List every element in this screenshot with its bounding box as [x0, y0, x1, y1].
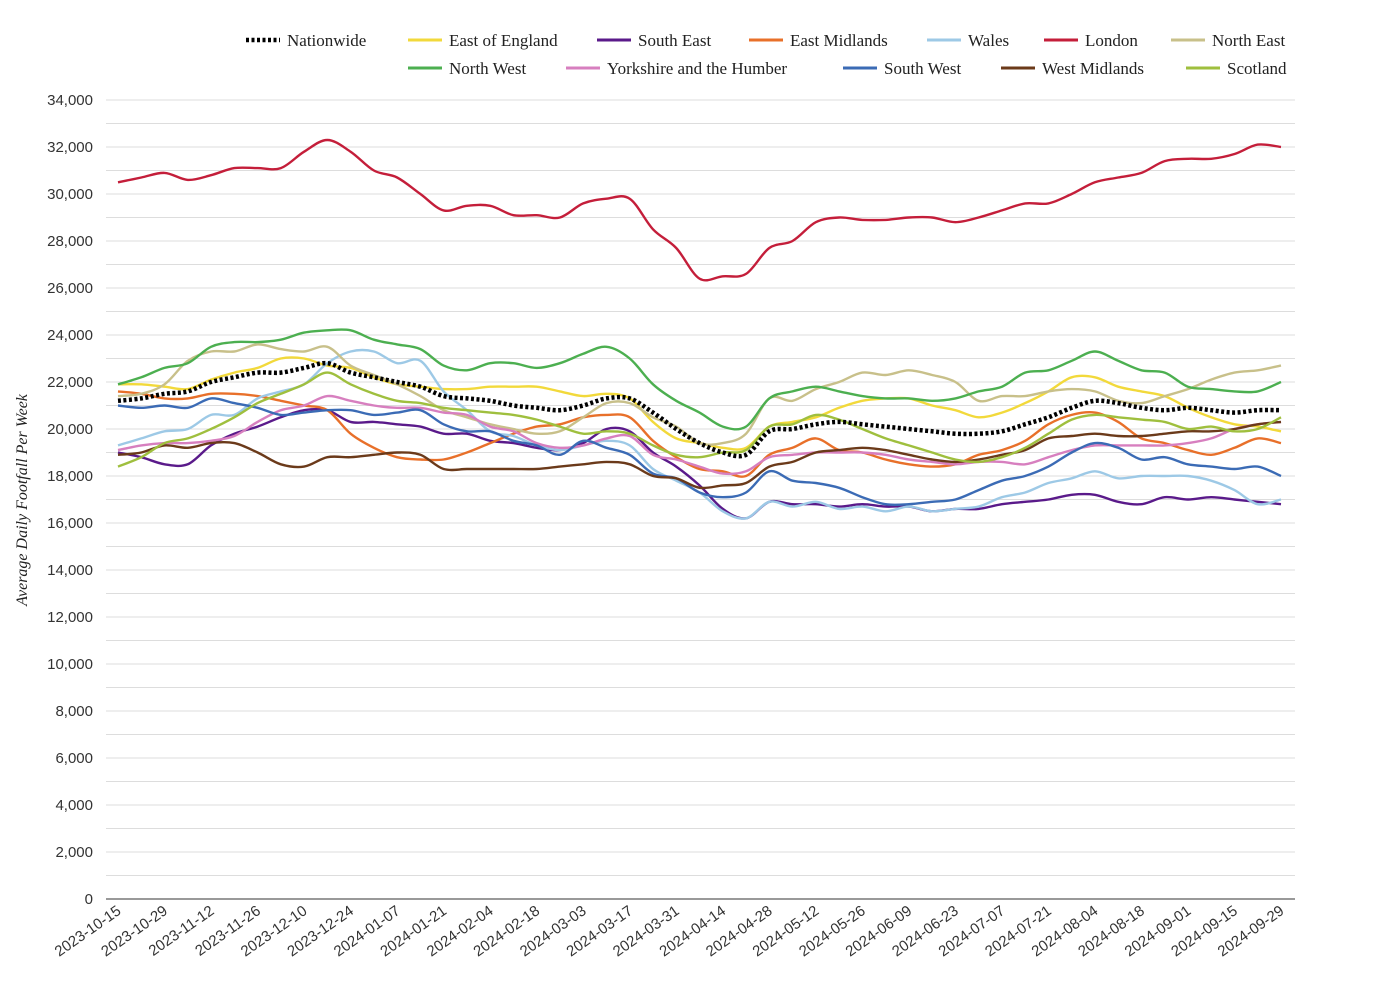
y-tick-label: 30,000 [47, 186, 93, 203]
y-axis-ticks: 0 2,000 4,000 6,000 8,000 10,000 12,000 14,000 1… [47, 92, 93, 908]
legend-label-wales: Wales [968, 31, 1009, 50]
y-tick-label: 14,000 [47, 562, 93, 579]
y-tick-label: 22,000 [47, 374, 93, 391]
series-line-scotland [117, 371, 1282, 468]
legend-label-north-west: North West [449, 59, 526, 78]
x-axis-ticks: 2023-10-152023-10-292023-11-122023-11-26… [52, 902, 1288, 960]
legend-label-nationwide: Nationwide [287, 31, 366, 50]
legend-label-south-east: South East [638, 31, 711, 50]
series-line-east-midlands [117, 390, 1282, 478]
series-line-north-west [117, 328, 1282, 431]
series-line-yorkshire-and-the-humber [117, 394, 1282, 476]
legend-label-east-midlands: East Midlands [790, 31, 888, 50]
y-tick-label: 24,000 [47, 327, 93, 344]
legend-label-south-west: South West [884, 59, 961, 78]
y-tick-label: 20,000 [47, 421, 93, 438]
series-line-south-west [117, 397, 1282, 507]
y-tick-label: 0 [85, 891, 93, 908]
y-tick-label: 26,000 [47, 280, 93, 297]
y-tick-label: 18,000 [47, 468, 93, 485]
y-tick-label: 8,000 [55, 703, 93, 720]
y-tick-label: 6,000 [55, 750, 93, 767]
legend-label-east-of-england: East of England [449, 31, 558, 50]
y-axis-label: Average Daily Footfall Per Week [14, 393, 31, 607]
y-tick-label: 34,000 [47, 92, 93, 109]
legend-label-scotland: Scotland [1227, 59, 1287, 78]
series-line-nationwide [117, 360, 1282, 459]
plot-area [117, 138, 1282, 520]
legend-label-west-midlands: West Midlands [1042, 59, 1144, 78]
legend-label-london: London [1085, 31, 1138, 50]
series-line-south-east [117, 407, 1282, 520]
gridlines [106, 99, 1295, 900]
legend: Nationwide East of England South East East … [246, 31, 1287, 78]
y-tick-label: 16,000 [47, 515, 93, 532]
series-line-london [117, 138, 1282, 282]
series-line-west-midlands [117, 420, 1282, 490]
y-tick-label: 28,000 [47, 233, 93, 250]
legend-label-north-east: North East [1212, 31, 1285, 50]
y-tick-label: 12,000 [47, 609, 93, 626]
legend-label-yorkshire-and-the-humber: Yorkshire and the Humber [607, 59, 787, 78]
y-tick-label: 4,000 [55, 797, 93, 814]
y-tick-label: 2,000 [55, 844, 93, 861]
y-tick-label: 32,000 [47, 139, 93, 156]
y-tick-label: 10,000 [47, 656, 93, 673]
series-line-north-east [117, 343, 1282, 446]
